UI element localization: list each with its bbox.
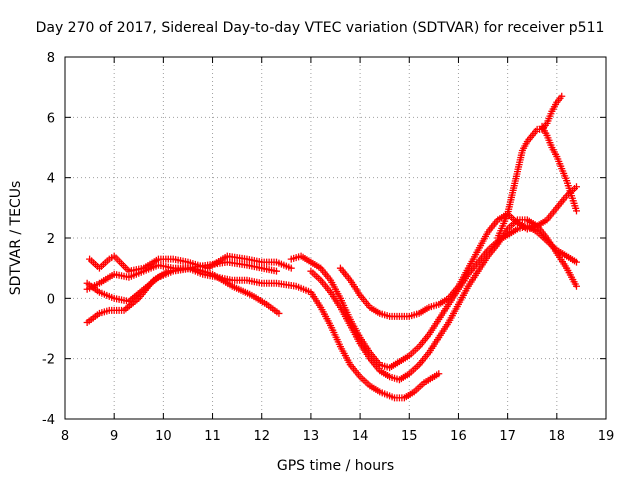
x-tick-label: 14 [352,429,369,444]
y-tick-label: 0 [47,292,55,307]
y-tick-label: 2 [47,232,55,247]
series-track-8 [494,92,566,242]
series-track-1 [83,264,283,317]
y-tick-label: 6 [47,111,55,126]
series-track-4 [83,261,443,402]
x-tick-label: 8 [61,429,69,444]
data-point [572,282,580,290]
x-tick-label: 16 [450,429,467,444]
x-tick-label: 18 [549,429,566,444]
y-tick-label: 4 [47,172,55,187]
x-tick-label: 12 [253,429,270,444]
plot-frame [64,56,607,420]
data-point [558,92,566,100]
series-track-9 [538,122,580,215]
series-track-6 [307,216,580,384]
x-tick-label: 17 [499,429,516,444]
x-tick-label: 15 [401,429,418,444]
chart-title: Day 270 of 2017, Sidereal Day-to-day VTE… [35,20,605,36]
data-point [572,207,580,215]
x-tick-label: 9 [110,429,118,444]
data-point [275,309,283,317]
y-tick-label: -2 [42,353,55,368]
series-track-3 [86,252,295,275]
x-tick-label: 11 [204,429,221,444]
data-point [435,370,443,378]
data-point [272,267,280,275]
data-point [572,258,580,266]
x-axis-label: GPS time / hours [276,458,395,474]
data-point [572,183,580,191]
y-tick-label: -4 [42,413,55,428]
y-tick-label: 8 [47,51,55,66]
y-axis-label: SDTVAR / TECUs [8,180,24,296]
data-points [83,92,580,402]
grid [65,57,606,419]
x-tick-label: 13 [303,429,320,444]
x-tick-label: 19 [598,429,615,444]
x-tick-label: 10 [155,429,172,444]
data-point [287,264,295,272]
axis-ticks: 8 9 10 11 12 13 14 15 16 17 18 19 -4 -2 0 2 4 6 8 [42,51,614,444]
